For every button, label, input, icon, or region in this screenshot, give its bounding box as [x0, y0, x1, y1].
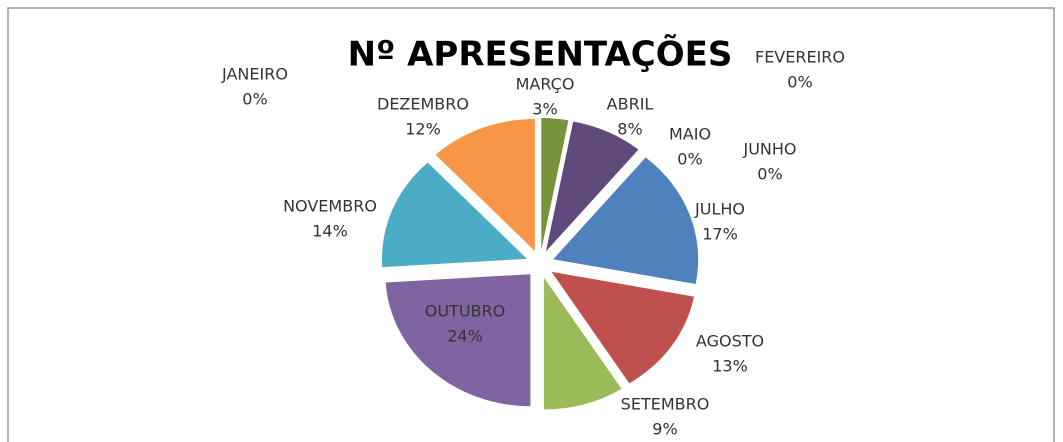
pie-slice [553, 157, 699, 284]
slice-label: AGOSTO [696, 332, 764, 351]
slice-value-label: 0% [787, 73, 812, 92]
pie-slice [381, 162, 527, 268]
slice-label: JANEIRO [221, 65, 288, 84]
pie-slice [551, 271, 695, 384]
slice-label: SETEMBRO [621, 395, 710, 414]
chart-title: Nº APRESENTAÇÕES [348, 34, 733, 75]
slice-value-label: 3% [532, 100, 557, 119]
slice-value-label: 14% [312, 222, 348, 241]
slice-value-label: 24% [447, 327, 483, 346]
slice-label: ABRIL [607, 95, 654, 114]
slice-label: NOVEMBRO [283, 197, 377, 216]
pie-slice [543, 277, 622, 410]
slice-label: FEVEREIRO [755, 48, 845, 67]
slice-value-label: 12% [405, 120, 441, 139]
slice-label: MAIO [669, 125, 711, 144]
slice-label: DEZEMBRO [377, 95, 469, 114]
slice-label: OUTUBRO [425, 302, 505, 321]
slice-label: JULHO [694, 200, 745, 219]
pie-slice [385, 274, 531, 407]
slice-label: JUNHO [742, 140, 796, 159]
slice-value-label: 13% [712, 357, 748, 376]
pie-slice [435, 118, 535, 251]
pie-slice [545, 121, 639, 252]
slice-value-label: 0% [677, 150, 702, 169]
slice-value-label: 0% [757, 165, 782, 184]
slice-label: MARÇO [516, 75, 575, 94]
slice-value-label: 0% [242, 90, 267, 109]
slice-value-label: 8% [617, 120, 642, 139]
pie-slice [541, 118, 569, 251]
slice-value-label: 9% [652, 420, 677, 439]
slice-value-label: 17% [702, 225, 738, 244]
